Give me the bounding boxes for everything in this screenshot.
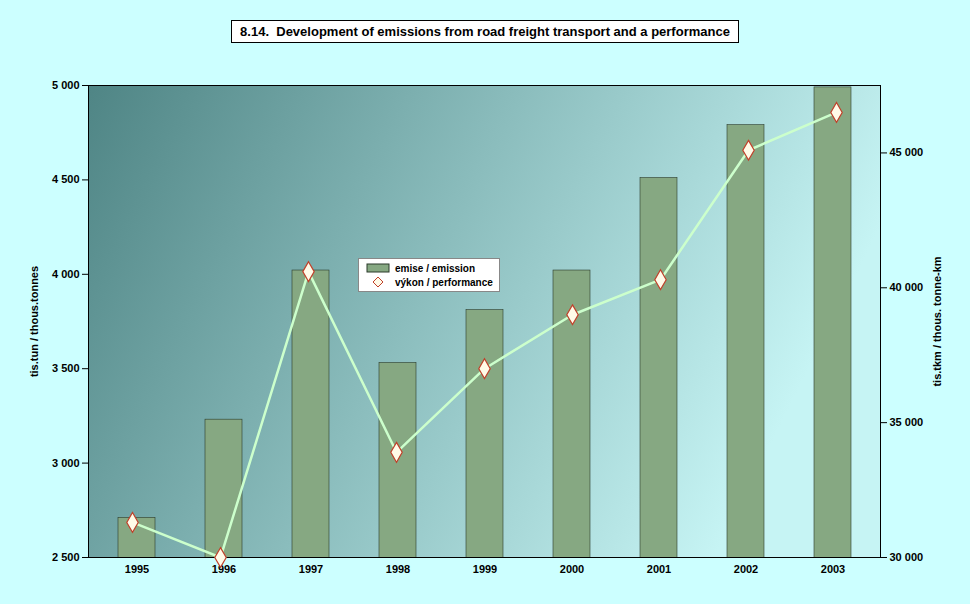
svg-text:1999: 1999: [473, 563, 497, 575]
html-text:emise / emission: emise / emission: [395, 262, 475, 274]
svg-text:4 000: 4 000: [52, 268, 80, 280]
svg-text:30 000: 30 000: [890, 551, 924, 563]
svg-text:1995: 1995: [125, 563, 149, 575]
svg-text:1997: 1997: [299, 563, 323, 575]
svg-text:2003: 2003: [821, 563, 845, 575]
svg-text:2000: 2000: [560, 563, 584, 575]
svg-text:2002: 2002: [734, 563, 758, 575]
svg-text:40 000: 40 000: [890, 281, 924, 293]
svg-text:3 000: 3 000: [52, 457, 80, 469]
html-text:8.14. Development of emissions: 8.14. Development of emissions from road…: [240, 24, 730, 39]
svg-text:1998: 1998: [386, 563, 410, 575]
svg-text:3 500: 3 500: [52, 362, 80, 374]
html-text:výkon / performance: výkon / performance: [395, 276, 493, 288]
svg-text:tis.tkm / thous. tonne-km: tis.tkm / thous. tonne-km: [931, 256, 943, 386]
svg-text:45 000: 45 000: [890, 146, 924, 158]
svg-text:2001: 2001: [647, 563, 671, 575]
svg-text:5 000: 5 000: [52, 79, 80, 91]
svg-text:2 500: 2 500: [52, 551, 80, 563]
svg-text:35 000: 35 000: [890, 416, 924, 428]
svg-text:tis.tun / thous.tonnes: tis.tun / thous.tonnes: [28, 266, 40, 377]
svg-text:1996: 1996: [212, 563, 236, 575]
svg-text:4 500: 4 500: [52, 173, 80, 185]
